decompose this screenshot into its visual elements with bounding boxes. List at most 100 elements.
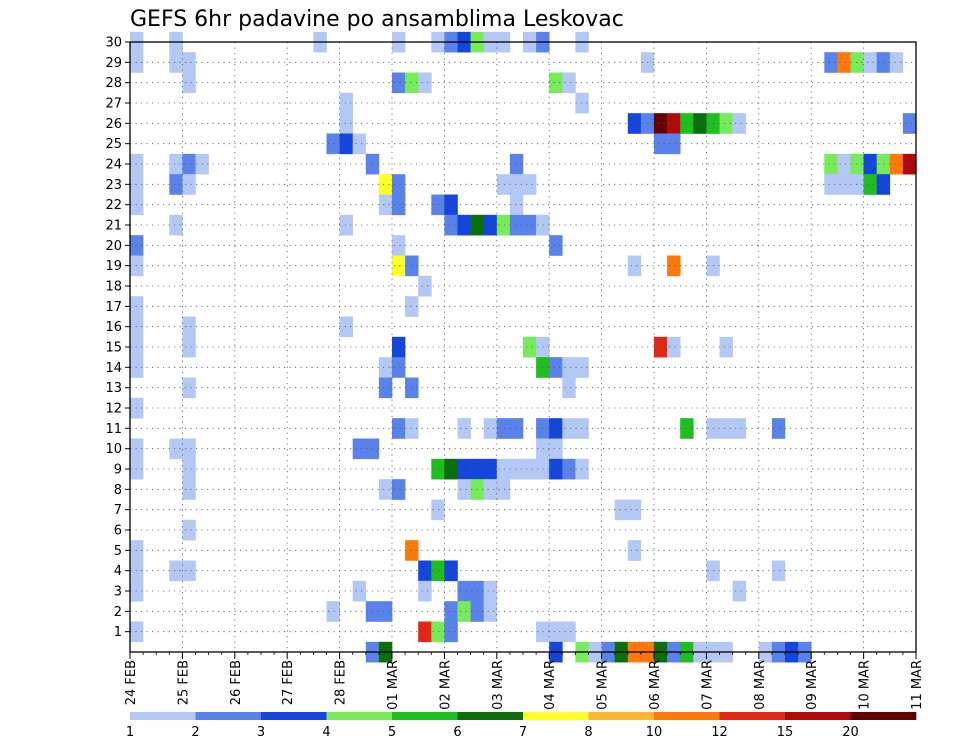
heatmap-cell [182,174,196,195]
heatmap-cell [444,601,458,622]
heatmap-cell [169,153,183,175]
heatmap-cell [483,418,498,439]
heatmap-cell [876,174,891,195]
heatmap-cell [326,601,340,622]
legend-label: 20 [842,725,859,740]
x-tick-label: 07 MAR [700,660,715,710]
heatmap-cell [654,336,668,358]
heatmap-cell [496,174,511,195]
heatmap-cell [523,336,537,358]
y-tick-label: 28 [105,76,122,91]
legend-color-swatch [195,712,262,720]
heatmap-cell [509,194,524,216]
heatmap-cell [509,153,524,175]
heatmap-cell [863,174,877,195]
legend-color-swatch [261,712,327,720]
heatmap-cell [444,458,458,480]
heatmap-cell [326,133,340,155]
y-tick-label: 15 [105,341,122,356]
heatmap-cell [339,113,353,134]
legend-color-swatch [785,712,851,720]
heatmap-cell [392,418,406,439]
legend-label: 7 [519,725,527,740]
heatmap-cell [405,418,419,439]
heatmap-cell [352,580,367,602]
heatmap-cell [732,418,746,439]
heatmap-cell [405,296,419,317]
y-tick-label: 1 [114,625,122,640]
heatmap-cell [824,174,838,195]
heatmap-cell [378,174,393,195]
y-tick-label: 3 [114,585,122,600]
heatmap-cell [444,560,458,582]
heatmap-cell [483,458,498,480]
legend-label: 12 [711,725,728,740]
heatmap-cell [392,479,406,500]
heatmap-cell [902,113,917,134]
legend-label: 8 [584,725,592,740]
heatmap-cell [392,357,406,378]
heatmap-cell [378,194,393,216]
legend-label: 10 [646,725,663,740]
heatmap-cell [654,113,668,134]
heatmap-cell [562,621,576,643]
heatmap-cell [680,418,694,439]
y-tick-label: 30 [105,36,122,51]
y-tick-label: 9 [114,463,122,478]
heatmap-cell [378,377,393,399]
legend-color-swatch [654,712,720,720]
heatmap-cell [627,113,642,134]
heatmap-cell [418,580,432,602]
heatmap-cell [182,560,196,582]
heatmap-cell [549,621,563,643]
heatmap-cell [523,174,537,195]
heatmap-cell [732,580,746,602]
heatmap-cell [732,113,746,134]
heatmap-cell [339,214,353,236]
x-tick-label: 28 FEB [334,660,349,705]
heatmap-cell [444,194,458,216]
heatmap-cell [509,458,524,480]
legend-label: 5 [388,725,396,740]
heatmap-cell [523,214,537,236]
heatmap-cell [352,133,367,155]
heatmap-cell [405,377,419,399]
heatmap-cell [169,214,183,236]
heatmap-cell [719,336,733,358]
legend-label: 4 [322,725,330,740]
heatmap-cell [549,357,563,378]
heatmap-cell [876,153,891,175]
heatmap-cell [405,255,419,277]
heatmap-cells [130,31,917,663]
legend-label: 15 [777,725,794,740]
legend-color-swatch [392,712,458,720]
x-tick-label: 05 MAR [596,660,611,710]
heatmap-cell [627,540,642,561]
heatmap-cell [418,72,432,94]
heatmap-cell [182,458,196,480]
legend-color-swatch [457,712,524,720]
heatmap-cell [169,52,183,73]
heatmap-cell [496,418,511,439]
y-tick-label: 27 [105,97,122,112]
heatmap-cell [483,479,498,500]
heatmap-cell [339,316,353,338]
heatmap-cell [719,418,733,439]
heatmap-cell [771,418,786,439]
y-tick-label: 16 [105,320,122,335]
heatmap-cell [483,601,498,622]
heatmap-cell [457,479,471,500]
heatmap-cell [693,113,707,134]
y-axis: 1234567891011121314151617181920212223242… [105,36,130,640]
legend-color-swatch [850,712,917,720]
heatmap-cell [392,235,406,256]
heatmap-cell [392,72,406,94]
heatmap-cell [863,52,877,73]
heatmap-cell [392,194,406,216]
heatmap-cell [182,336,196,358]
heatmap-cell [182,479,196,500]
heatmap-cell [339,92,353,114]
heatmap-cell [549,235,563,256]
heatmap-cell [182,377,196,399]
